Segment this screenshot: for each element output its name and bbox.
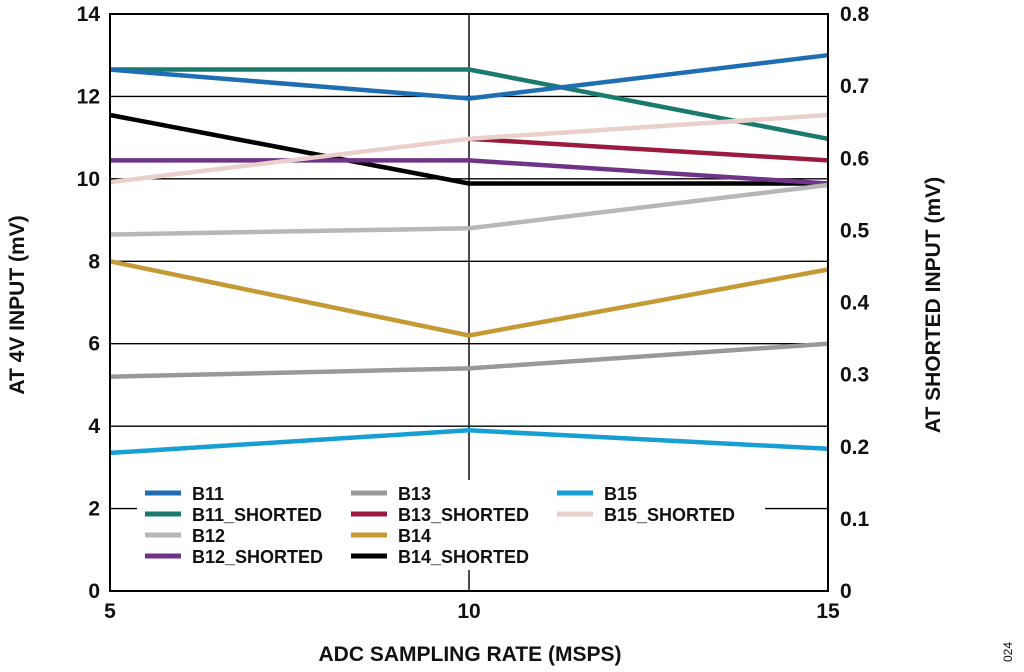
legend-item: B14_SHORTED <box>351 547 529 567</box>
x-tick-label: 15 <box>816 600 840 623</box>
series-line-b15 <box>109 428 829 456</box>
series-line-b13-shorted <box>468 136 829 163</box>
y2-tick-label: 0.7 <box>840 75 869 98</box>
series-line-b15-shorted <box>109 112 829 185</box>
figure-id: 024 <box>1001 642 1015 662</box>
series-line-b12 <box>109 182 829 237</box>
right-y-axis-title: AT SHORTED INPUT (mV) <box>922 177 945 433</box>
y-tick-label: 8 <box>88 250 100 273</box>
legend-item: B13_SHORTED <box>351 505 529 525</box>
left-y-axis-title: AT 4V INPUT (mV) <box>6 215 29 394</box>
legend-background <box>137 480 765 570</box>
y-tick-label: 0 <box>88 580 100 603</box>
legend-label: B12_SHORTED <box>192 547 323 567</box>
series-line-b11-shorted <box>110 67 829 142</box>
legend-label: B14 <box>398 526 431 546</box>
y-tick-label: 14 <box>77 3 101 26</box>
left-y-ticks: 0 2 4 6 8 10 12 14 <box>77 3 101 603</box>
y-tick-label: 6 <box>88 333 100 356</box>
legend-item: B11_SHORTED <box>145 505 322 525</box>
legend-label: B11 <box>192 484 224 504</box>
series-line-b13 <box>109 341 829 379</box>
y-tick-label: 10 <box>77 168 100 191</box>
legend-label: B11_SHORTED <box>192 505 322 525</box>
x-tick-label: 10 <box>457 600 480 623</box>
legend-box <box>137 480 765 570</box>
legend-label: B15_SHORTED <box>604 505 735 525</box>
y2-tick-label: 0 <box>840 580 852 603</box>
legend-label: B13 <box>398 484 431 504</box>
legend-item: B15_SHORTED <box>557 505 735 525</box>
legend-label: B15 <box>604 484 637 504</box>
legend-label: B14_SHORTED <box>398 547 529 567</box>
plot-frame <box>109 13 829 592</box>
y2-tick-label: 0.4 <box>840 292 870 315</box>
y-tick-label: 4 <box>88 415 100 438</box>
legend-item: B13 <box>351 484 431 504</box>
legend-label: B13_SHORTED <box>398 505 529 525</box>
series-line-b12-shorted <box>110 158 829 186</box>
legend-item: B12 <box>145 526 225 546</box>
y2-tick-label: 0.5 <box>840 219 870 242</box>
y-tick-label: 12 <box>77 85 100 108</box>
series-line-b14-shorted <box>109 112 828 186</box>
legend-item: B14 <box>351 526 431 546</box>
series-lines <box>109 52 829 456</box>
legend-item: B12_SHORTED <box>145 547 323 567</box>
y-tick-label: 2 <box>88 498 100 521</box>
y2-tick-label: 0.6 <box>840 147 869 170</box>
y2-tick-label: 0.1 <box>840 508 870 531</box>
legend-item: B15 <box>557 484 637 504</box>
y2-tick-label: 0.3 <box>840 364 869 387</box>
legend-label: B12 <box>192 526 225 546</box>
series-line-b14 <box>109 259 829 338</box>
legend-item: B11 <box>145 484 224 504</box>
x-ticks: 5 10 15 <box>104 600 840 623</box>
series-line-b11 <box>109 52 829 101</box>
x-tick-label: 5 <box>104 600 116 623</box>
y2-tick-label: 0.2 <box>840 436 869 459</box>
x-axis-title: ADC SAMPLING RATE (MSPS) <box>319 643 622 666</box>
right-y-ticks: 0 0.1 0.2 0.3 0.4 0.5 0.6 0.7 0.8 <box>840 3 870 603</box>
y2-tick-label: 0.8 <box>840 3 870 26</box>
